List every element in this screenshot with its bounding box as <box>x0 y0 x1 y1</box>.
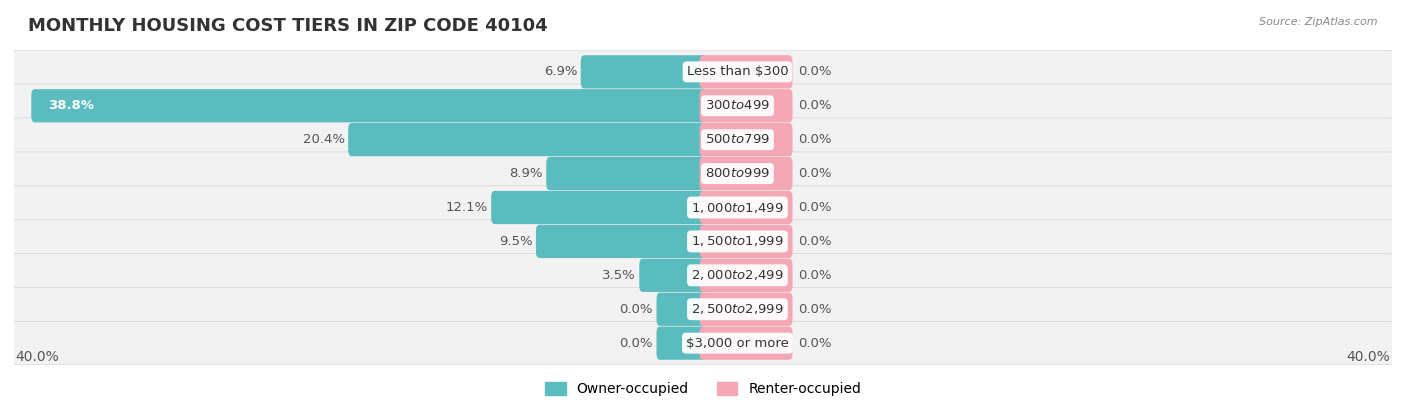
Legend: Owner-occupied, Renter-occupied: Owner-occupied, Renter-occupied <box>544 382 862 396</box>
Text: 0.0%: 0.0% <box>797 65 831 78</box>
Text: 0.0%: 0.0% <box>797 133 831 146</box>
Text: 9.5%: 9.5% <box>499 235 533 248</box>
FancyBboxPatch shape <box>700 89 793 122</box>
FancyBboxPatch shape <box>11 254 1395 297</box>
Text: 38.8%: 38.8% <box>48 99 94 112</box>
Text: 3.5%: 3.5% <box>602 269 636 282</box>
Text: 12.1%: 12.1% <box>446 201 488 214</box>
FancyBboxPatch shape <box>657 293 706 326</box>
Text: 0.0%: 0.0% <box>797 99 831 112</box>
Text: 0.0%: 0.0% <box>620 303 652 316</box>
Text: 0.0%: 0.0% <box>797 235 831 248</box>
Text: Less than $300: Less than $300 <box>686 65 789 78</box>
Text: 40.0%: 40.0% <box>15 350 59 364</box>
FancyBboxPatch shape <box>349 123 706 156</box>
FancyBboxPatch shape <box>31 89 706 122</box>
FancyBboxPatch shape <box>11 84 1395 127</box>
FancyBboxPatch shape <box>581 55 706 88</box>
FancyBboxPatch shape <box>700 123 793 156</box>
FancyBboxPatch shape <box>640 259 706 292</box>
FancyBboxPatch shape <box>491 191 706 224</box>
FancyBboxPatch shape <box>700 327 793 360</box>
FancyBboxPatch shape <box>547 157 706 190</box>
Text: 0.0%: 0.0% <box>797 167 831 180</box>
FancyBboxPatch shape <box>700 225 793 258</box>
FancyBboxPatch shape <box>536 225 706 258</box>
Text: Source: ZipAtlas.com: Source: ZipAtlas.com <box>1260 17 1378 27</box>
FancyBboxPatch shape <box>700 157 793 190</box>
Text: 0.0%: 0.0% <box>797 337 831 350</box>
Text: 8.9%: 8.9% <box>509 167 543 180</box>
Text: 0.0%: 0.0% <box>797 303 831 316</box>
Text: $1,000 to $1,499: $1,000 to $1,499 <box>690 200 785 215</box>
Text: $500 to $799: $500 to $799 <box>704 133 770 146</box>
Text: $1,500 to $1,999: $1,500 to $1,999 <box>690 234 785 249</box>
Text: $2,500 to $2,999: $2,500 to $2,999 <box>690 302 785 316</box>
FancyBboxPatch shape <box>11 152 1395 195</box>
FancyBboxPatch shape <box>700 259 793 292</box>
FancyBboxPatch shape <box>657 327 706 360</box>
FancyBboxPatch shape <box>11 118 1395 161</box>
FancyBboxPatch shape <box>11 288 1395 331</box>
Text: 6.9%: 6.9% <box>544 65 578 78</box>
Text: 0.0%: 0.0% <box>797 201 831 214</box>
Text: 0.0%: 0.0% <box>797 269 831 282</box>
FancyBboxPatch shape <box>11 220 1395 263</box>
Text: $800 to $999: $800 to $999 <box>704 167 770 180</box>
FancyBboxPatch shape <box>11 50 1395 93</box>
Text: 40.0%: 40.0% <box>1347 350 1391 364</box>
Text: 20.4%: 20.4% <box>302 133 344 146</box>
Text: $300 to $499: $300 to $499 <box>704 99 770 112</box>
FancyBboxPatch shape <box>11 186 1395 229</box>
Text: MONTHLY HOUSING COST TIERS IN ZIP CODE 40104: MONTHLY HOUSING COST TIERS IN ZIP CODE 4… <box>28 17 548 34</box>
Text: 0.0%: 0.0% <box>620 337 652 350</box>
Text: $3,000 or more: $3,000 or more <box>686 337 789 350</box>
FancyBboxPatch shape <box>11 322 1395 365</box>
FancyBboxPatch shape <box>700 55 793 88</box>
FancyBboxPatch shape <box>700 293 793 326</box>
FancyBboxPatch shape <box>700 191 793 224</box>
Text: $2,000 to $2,499: $2,000 to $2,499 <box>690 269 785 282</box>
